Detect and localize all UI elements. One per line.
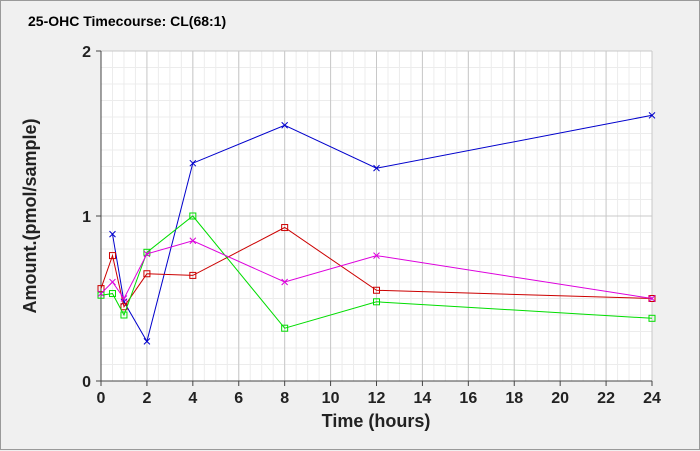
data-point-x (281, 121, 289, 129)
x-tick-label: 12 (368, 390, 386, 407)
data-point-x (373, 252, 380, 259)
data-point-x (120, 295, 128, 302)
data-point-x-stroke (120, 295, 128, 302)
data-point-square (189, 212, 197, 220)
x-tick-label: 2 (142, 390, 151, 407)
x-tick-label: 14 (414, 390, 432, 407)
data-point-square (373, 286, 380, 294)
data-point-x-stroke (143, 338, 151, 345)
data-point-x-stroke (281, 121, 289, 129)
x-tick-label: 4 (188, 390, 197, 407)
data-point-square (189, 271, 197, 279)
series-line (100, 240, 653, 300)
y-tick-label: 1 (82, 209, 91, 226)
data-point-x (109, 230, 116, 238)
data-point-x (281, 278, 289, 286)
data-point-x-stroke (373, 252, 380, 259)
data-point-square (648, 314, 656, 322)
data-point-x (373, 164, 380, 172)
x-tick-label: 24 (643, 390, 661, 407)
y-tick-label: 0 (82, 374, 91, 391)
data-point-x-stroke (109, 278, 116, 286)
data-point-x (648, 295, 656, 302)
data-point-x-stroke (189, 237, 197, 245)
data-point-square (97, 285, 105, 293)
data-point-square (143, 270, 151, 278)
x-tick-label: 8 (280, 390, 289, 407)
x-tick-label: 22 (597, 390, 615, 407)
data-point-x-stroke (281, 278, 289, 286)
data-point-x-stroke (97, 290, 105, 297)
data-point-x (143, 338, 151, 345)
series-3 (97, 212, 656, 332)
x-tick-label: 6 (234, 390, 243, 407)
data-point-x (189, 237, 197, 245)
data-point-x (189, 159, 197, 167)
data-point-square (108, 252, 116, 260)
x-tick-label: 18 (505, 390, 523, 407)
data-point-x (143, 250, 151, 258)
data-point-square (373, 298, 380, 306)
x-tick-label: 10 (322, 390, 340, 407)
series-line (100, 215, 653, 329)
data-point-x-stroke (373, 164, 380, 172)
y-axis-label: Amount.(pmol/sample) (20, 118, 40, 313)
x-axis-label: Time (hours) (322, 411, 431, 431)
data-point-square (281, 324, 289, 332)
data-point-square (97, 291, 105, 299)
data-point-x-stroke (189, 159, 197, 167)
data-point-square (120, 311, 128, 319)
x-tick-label: 16 (459, 390, 477, 407)
x-tick-label: 0 (97, 390, 106, 407)
data-point-square (281, 224, 289, 232)
x-axis-ticks: 0 2 4 6 8 10 12 14 16 18 20 22 24 (97, 381, 661, 407)
series-line (100, 226, 653, 309)
series-4 (97, 237, 656, 302)
data-point-x-stroke (648, 111, 656, 119)
x-tick-label: 20 (551, 390, 569, 407)
data-point-x (109, 278, 116, 286)
major-grid (100, 50, 653, 382)
data-point-x-stroke (109, 230, 116, 238)
data-point-square (143, 248, 151, 256)
chart-title: 25-OHC Timecourse: CL(68:1) (28, 13, 226, 29)
data-point-square (108, 290, 116, 298)
series-group (97, 111, 656, 345)
data-point-x-stroke (648, 295, 656, 302)
y-tick-label: 2 (82, 44, 91, 61)
data-point-x (648, 111, 656, 119)
data-point-x-stroke (143, 250, 151, 258)
y-axis-ticks: 0 1 2 (82, 44, 101, 391)
data-point-x (97, 290, 105, 297)
